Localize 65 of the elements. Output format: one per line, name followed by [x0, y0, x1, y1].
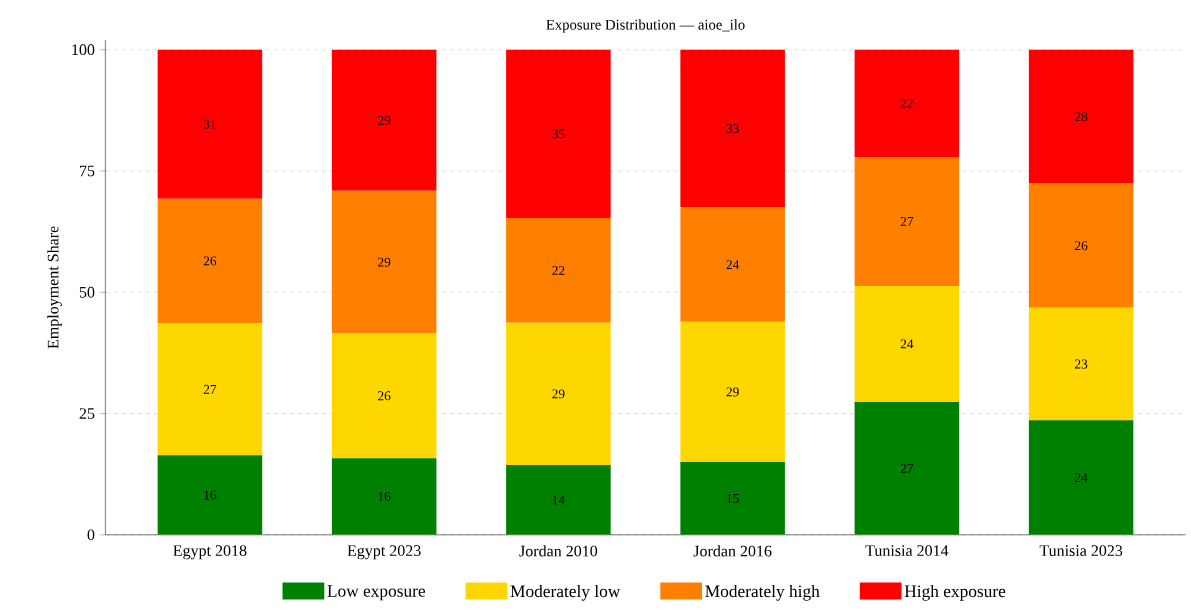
data-label: 16: [204, 490, 217, 500]
data-label: 22: [900, 98, 913, 108]
bar: [506, 322, 611, 466]
bar: [1028, 49, 1134, 184]
bar: [331, 190, 437, 334]
data-label: 22: [552, 266, 565, 275]
y-tick-label: 75: [80, 165, 95, 177]
bar: [1028, 307, 1134, 421]
bar: [157, 198, 263, 324]
data-label: 35: [552, 129, 565, 139]
bar: [157, 455, 263, 535]
y-tick-label: 25: [79, 408, 95, 419]
x-tick-label: Jordan 2016: [693, 545, 772, 557]
bar: [680, 462, 785, 535]
data-label: 29: [378, 257, 391, 267]
bar: [680, 49, 785, 208]
y-axis-title: Employment Share: [47, 226, 62, 349]
legend-label: Low exposure: [327, 585, 426, 601]
data-label: 26: [378, 391, 391, 401]
bar: [854, 49, 960, 157]
legend-label: High exposure: [904, 585, 1006, 601]
data-label: 24: [726, 260, 740, 270]
y-tick-label: 0: [87, 529, 95, 541]
data-label: 29: [552, 389, 565, 399]
data-label: 16: [378, 492, 391, 502]
data-label: 27: [900, 217, 914, 226]
data-label: 29: [378, 115, 391, 125]
bar: [506, 465, 611, 535]
bar: [680, 321, 785, 463]
bar: [1028, 420, 1134, 535]
x-tick-label: Tunisia 2014: [865, 545, 949, 557]
bar: [157, 323, 263, 456]
bar: [854, 156, 960, 287]
y-tick-label: 50: [79, 286, 95, 298]
data-label: 31: [203, 119, 216, 129]
x-tick-label: Jordan 2010: [519, 545, 598, 557]
data-label: 28: [1075, 112, 1088, 122]
x-tick-label: Egypt 2023: [347, 545, 421, 560]
data-label: 26: [203, 256, 217, 266]
data-label: 29: [726, 387, 739, 397]
bar: [331, 458, 437, 535]
bar: [331, 49, 437, 191]
bar: [680, 207, 785, 322]
bar: [854, 401, 960, 535]
data-label: 33: [726, 124, 739, 134]
data-label: 26: [1075, 241, 1088, 251]
bar: [1028, 183, 1134, 308]
bar: [506, 49, 611, 219]
bar: [506, 218, 611, 323]
data-label: 24: [900, 339, 914, 349]
data-label: 27: [203, 384, 217, 394]
data-label: 23: [1075, 359, 1088, 369]
bar: [157, 49, 263, 199]
data-label: 24: [1075, 473, 1088, 483]
data-label: 14: [552, 495, 565, 505]
chart-title: Exposure Distribution — aioe_ilo: [546, 19, 745, 33]
y-tick-label: 100: [72, 44, 95, 56]
x-tick-label: Tunisia 2023: [1039, 545, 1123, 557]
legend-label: Moderately low: [510, 585, 621, 601]
bar: [331, 333, 437, 459]
x-tick-label: Egypt 2018: [173, 545, 247, 560]
data-label: 27: [900, 464, 914, 473]
data-label: 15: [727, 494, 739, 503]
bar: [854, 286, 960, 402]
legend-label: Moderately high: [705, 585, 820, 601]
